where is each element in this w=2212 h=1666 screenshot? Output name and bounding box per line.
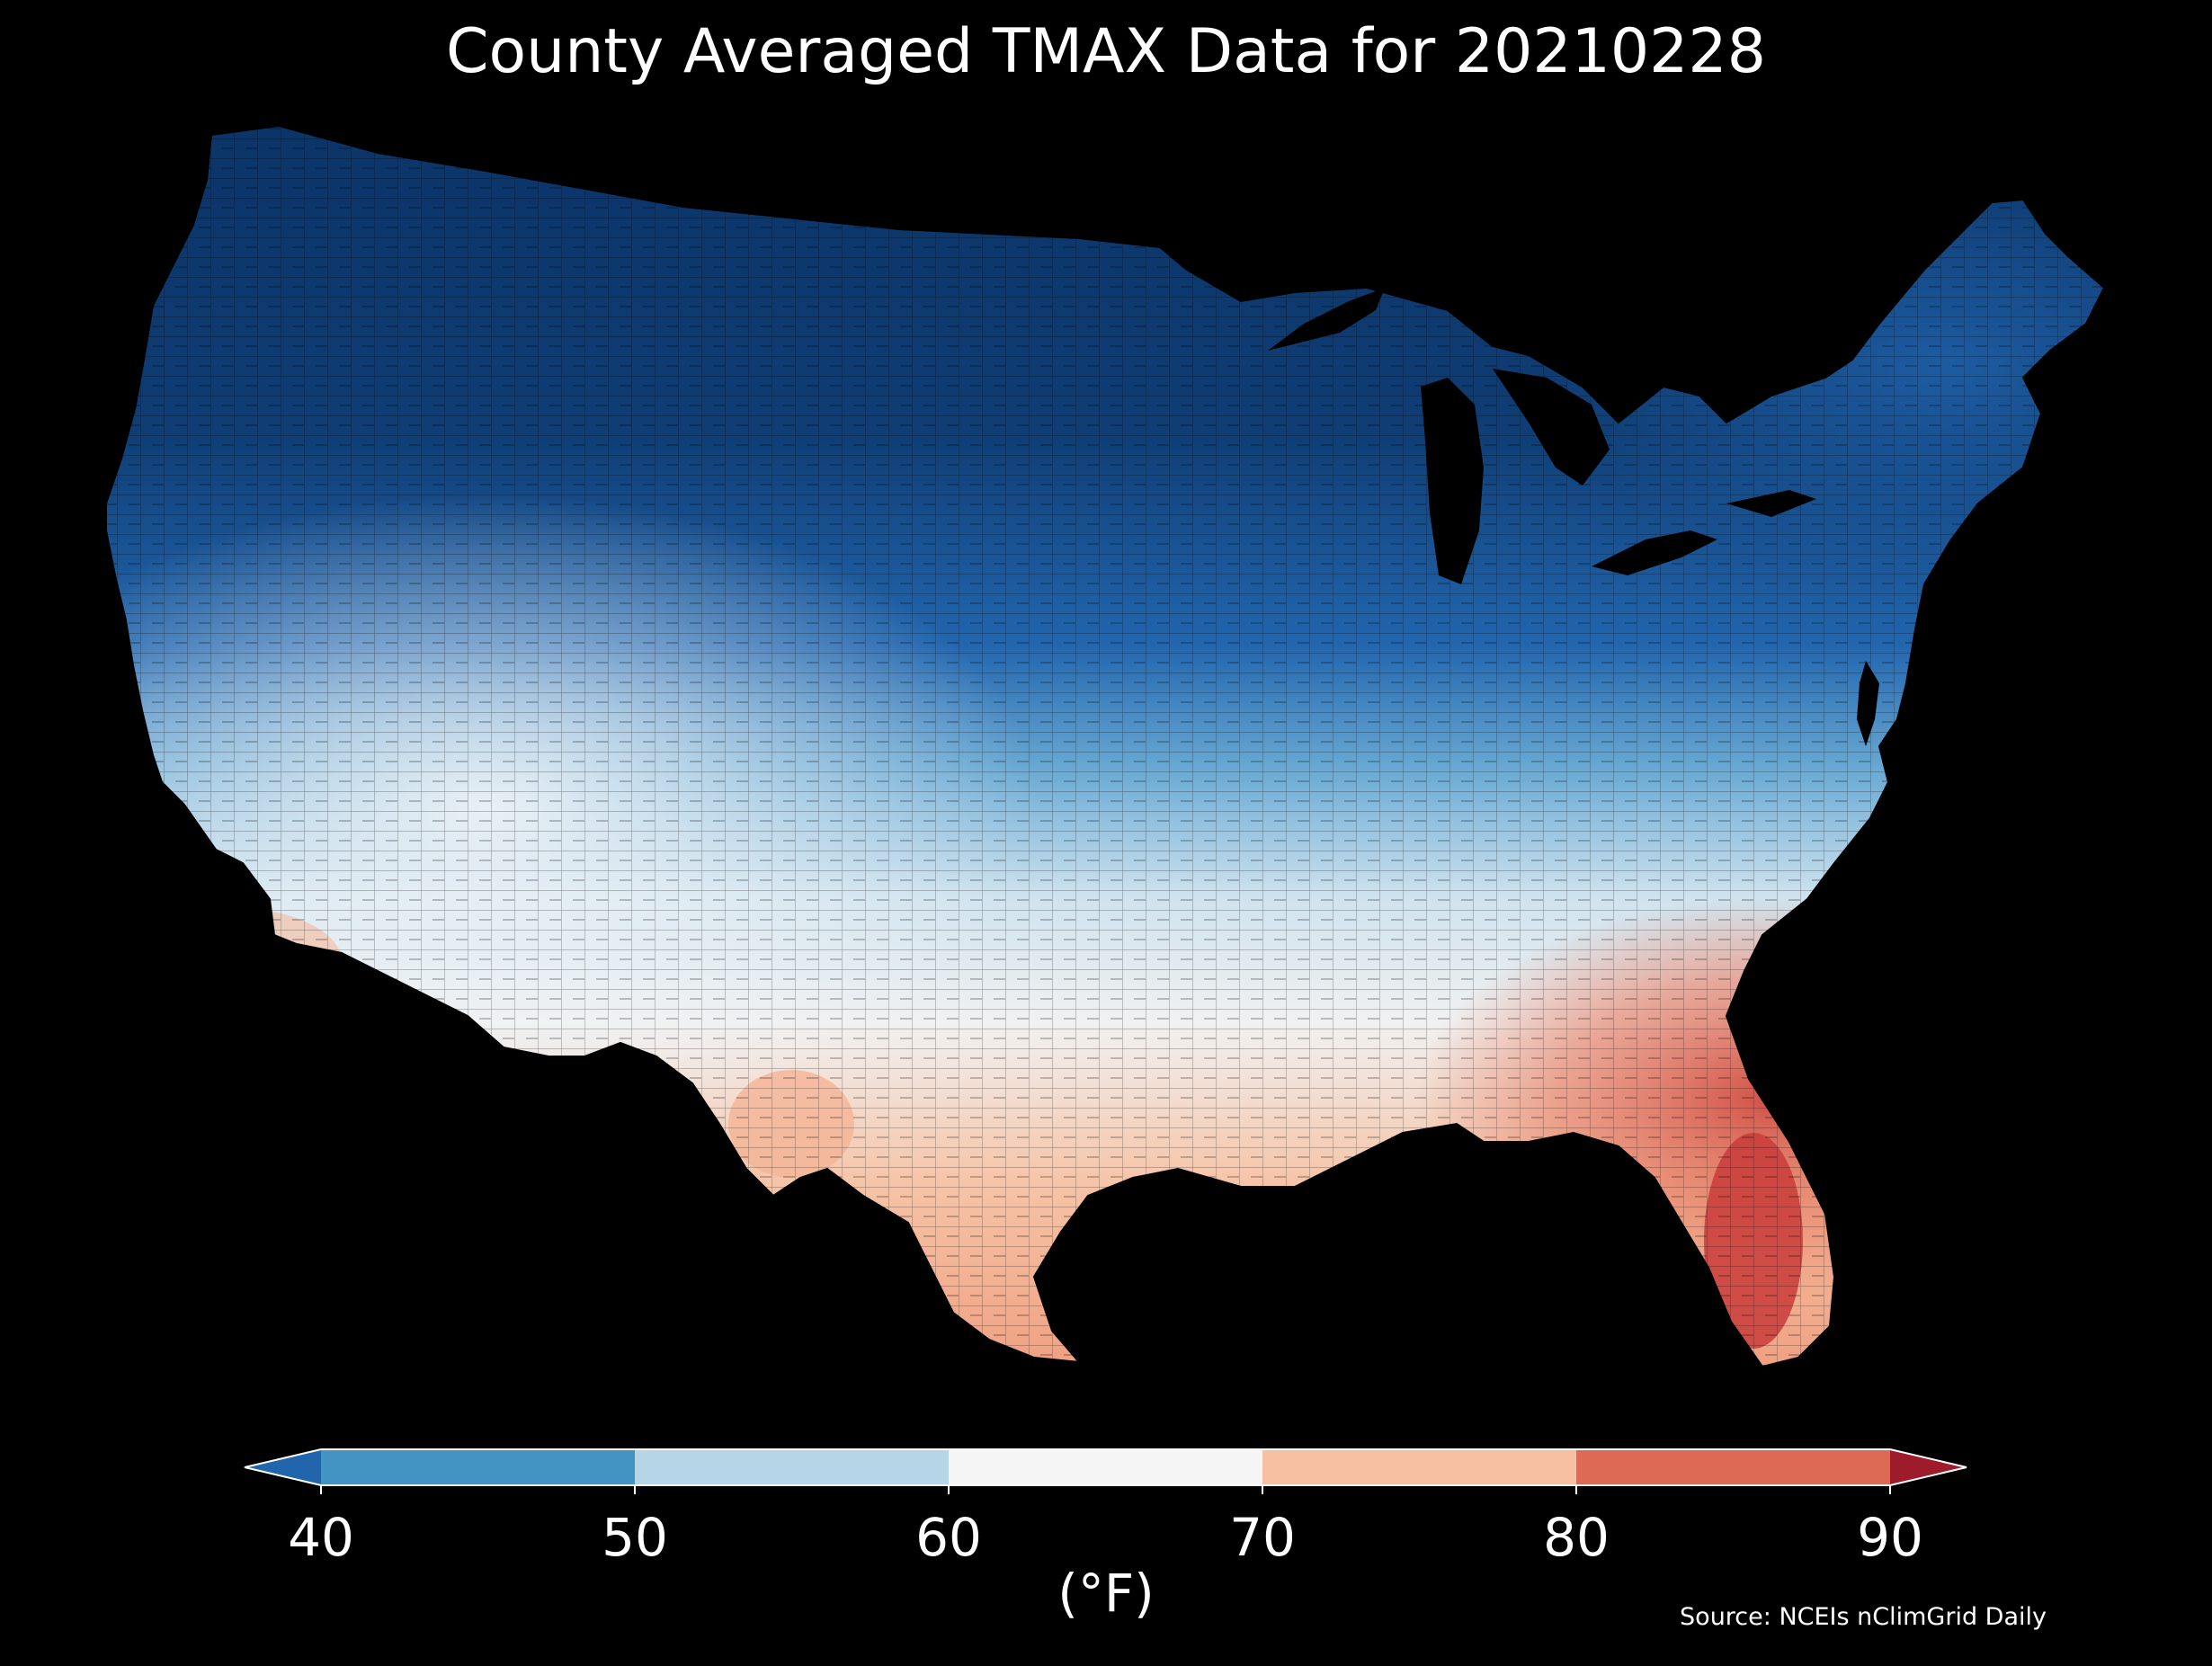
colorbar-tick-label: 60	[915, 1507, 982, 1568]
colorbar-bin	[321, 1449, 636, 1485]
colorbar-bin	[1576, 1449, 1891, 1485]
colorbar-tick-label: 70	[1229, 1507, 1296, 1568]
lake-erie-ontario	[1592, 490, 1816, 575]
colorbar-bin	[635, 1449, 950, 1485]
colorbar-tick-label: 90	[1857, 1507, 1923, 1568]
lake-superior	[1268, 288, 1385, 351]
colorbar-bin	[1262, 1449, 1577, 1485]
source-credit: Source: NCEIs nClimGrid Daily	[1680, 1603, 2047, 1631]
colorbar-unit-label: (°F)	[1057, 1563, 1155, 1624]
colorbar-extend-low	[245, 1449, 321, 1485]
colorbar-tick-label: 40	[288, 1507, 354, 1568]
lake-michigan	[1421, 378, 1484, 584]
map-title: County Averaged TMAX Data for 20210228	[446, 16, 1766, 87]
colorbar-bin	[949, 1449, 1263, 1485]
colorbar-tick-label: 80	[1543, 1507, 1610, 1568]
us-outline	[105, 124, 2106, 1368]
lake-huron	[1493, 369, 1610, 486]
chesapeake-bay	[1857, 661, 1879, 746]
colorbar-tick-label: 50	[602, 1507, 668, 1568]
colorbar-extend-high	[1890, 1449, 1967, 1485]
